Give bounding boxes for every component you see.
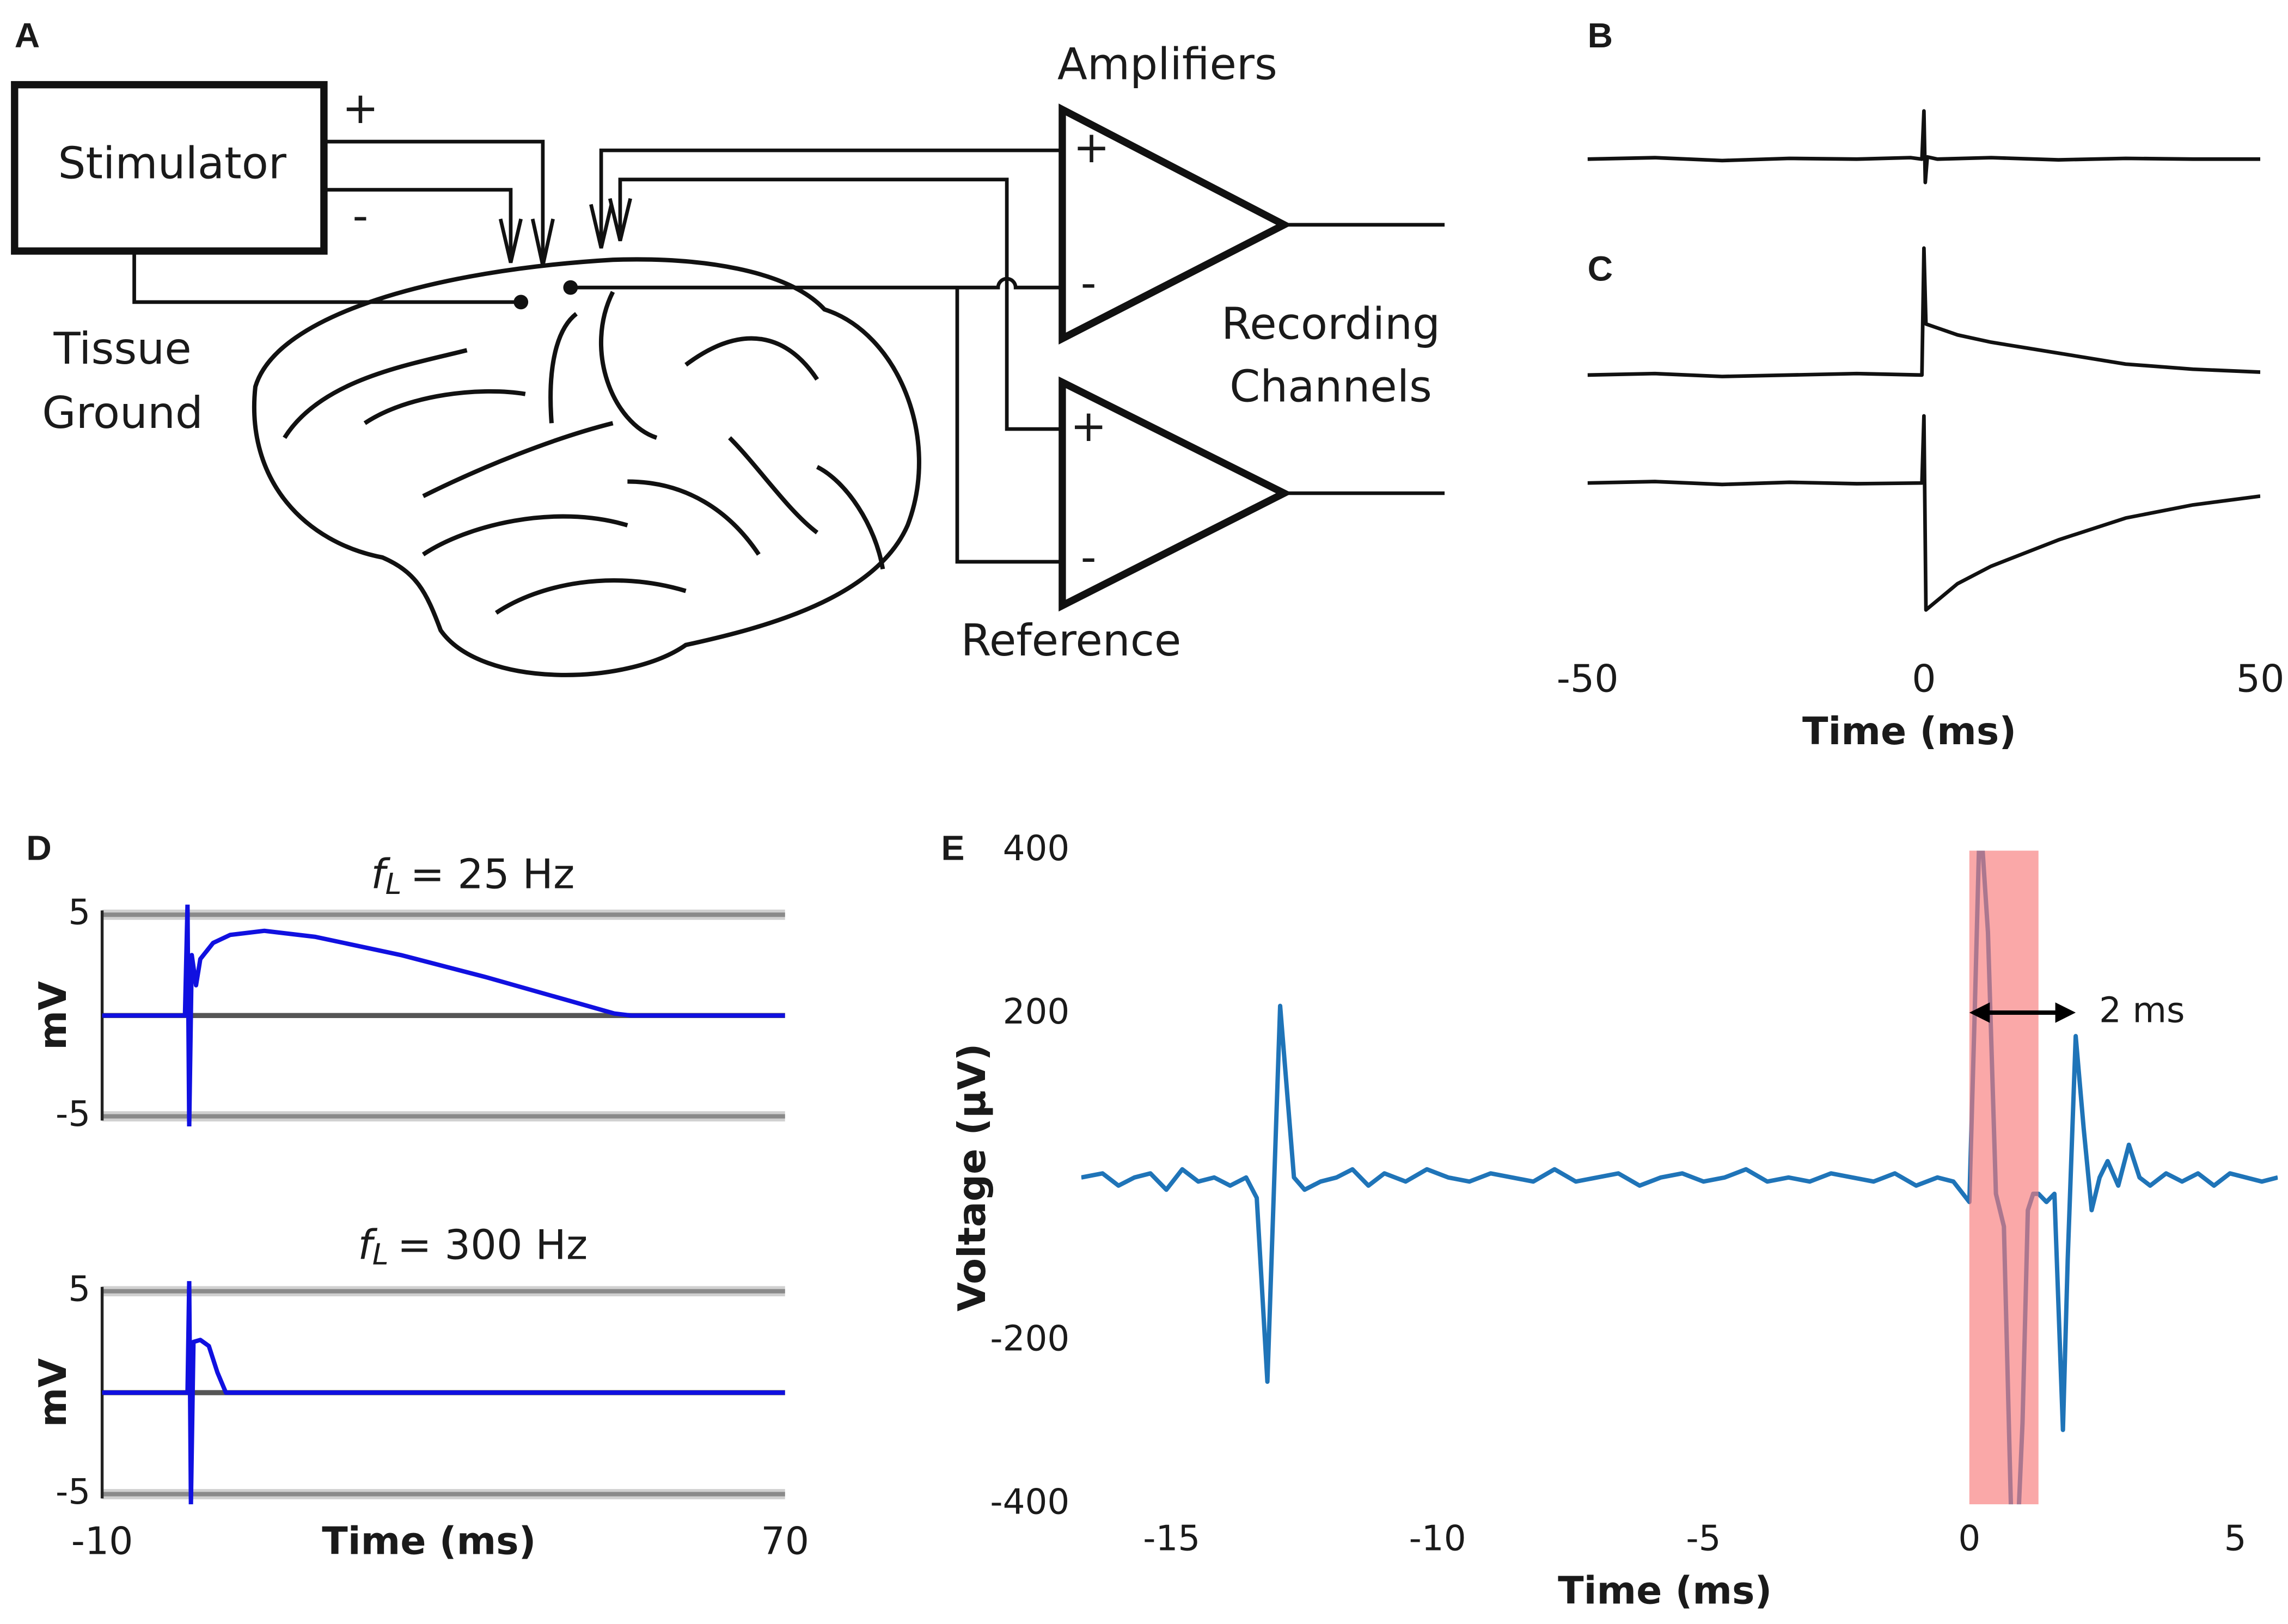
title-subscript: L bbox=[372, 1237, 389, 1271]
y-tick-label: 5 bbox=[68, 1268, 90, 1309]
wire bbox=[618, 177, 1062, 431]
x-tick-label: -5 bbox=[1686, 1518, 1721, 1559]
arrow-head bbox=[1969, 1002, 1990, 1023]
amplifier bbox=[1059, 103, 1292, 345]
x-tick-label: 5 bbox=[2224, 1518, 2247, 1559]
polarity-label: - bbox=[1081, 257, 1097, 308]
arrow-head bbox=[2055, 1002, 2076, 1023]
x-tick-label: -10 bbox=[71, 1519, 133, 1563]
tissue-ground-label: Ground bbox=[42, 387, 203, 438]
y-tick-label: 5 bbox=[68, 892, 90, 933]
wire bbox=[955, 287, 1062, 564]
polarity-label: - bbox=[352, 190, 368, 241]
trace bbox=[1081, 850, 2278, 1505]
panel-label: D bbox=[26, 829, 51, 868]
stimulator-label: Stimulator bbox=[58, 138, 287, 189]
plot bbox=[1587, 109, 2261, 185]
x-tick-label: 50 bbox=[2236, 657, 2285, 701]
electrode bbox=[563, 280, 578, 295]
polarity-label: + bbox=[342, 82, 378, 133]
x-tick-label: 70 bbox=[761, 1519, 809, 1563]
brain-sulci bbox=[283, 291, 885, 615]
recording-channels-label: Channels bbox=[1229, 361, 1432, 412]
plot: -50 0 50 Time (ms) bbox=[1557, 246, 2285, 753]
x-axis-label: Time (ms) bbox=[1558, 1569, 1772, 1613]
y-tick-label: -5 bbox=[56, 1472, 90, 1512]
polarity-label: - bbox=[1081, 531, 1097, 583]
arrow bbox=[589, 204, 614, 249]
y-tick-label: -400 bbox=[990, 1482, 1069, 1523]
panel-label: E bbox=[941, 829, 965, 868]
y-tick-label: -5 bbox=[56, 1094, 90, 1135]
amplifiers-label: Amplifiers bbox=[1057, 38, 1277, 89]
panel-a-diagram bbox=[11, 81, 1445, 677]
y-axis-label: mV bbox=[31, 981, 75, 1050]
plot: -5 5 -10 70 Time (ms) mV fL = 300 Hz bbox=[31, 1221, 809, 1564]
annotation: 2 ms bbox=[2099, 990, 2185, 1031]
y-tick-label: -200 bbox=[990, 1319, 1069, 1359]
trace bbox=[1587, 246, 2261, 378]
y-tick-label: 200 bbox=[1003, 991, 1070, 1032]
trace bbox=[1587, 109, 2261, 185]
panel-label: C bbox=[1588, 249, 1613, 289]
x-tick-label: -10 bbox=[1409, 1518, 1466, 1559]
electrode bbox=[513, 295, 529, 310]
reference-label: Reference bbox=[961, 615, 1182, 666]
wire bbox=[323, 188, 513, 263]
title-subscript: L bbox=[386, 866, 402, 900]
x-tick-label: 0 bbox=[1958, 1518, 1980, 1559]
brain-outline bbox=[252, 257, 921, 677]
title-text: = 25 Hz bbox=[411, 850, 575, 898]
trace bbox=[102, 1281, 785, 1505]
polarity-label: + bbox=[1073, 121, 1110, 173]
x-tick-label: -15 bbox=[1143, 1518, 1200, 1559]
wire bbox=[323, 139, 545, 266]
wire bbox=[132, 251, 521, 304]
trace bbox=[102, 904, 785, 1127]
tissue-ground-label: Tissue bbox=[53, 323, 192, 374]
title-text: = 300 Hz bbox=[397, 1221, 588, 1268]
x-axis-label: Time (ms) bbox=[1802, 709, 2016, 753]
y-tick-label: 400 bbox=[1003, 828, 1070, 869]
x-tick-label: -50 bbox=[1557, 657, 1619, 701]
plot-title: fL = 25 Hz bbox=[371, 850, 574, 900]
x-tick-label: 0 bbox=[1912, 657, 1936, 701]
polarity-label: + bbox=[1070, 400, 1106, 451]
recording-channels-label: Recording bbox=[1221, 298, 1440, 349]
plot: 2 ms -400 -200 200 400 -15 -10 -5 0 5 Time (ms) Vol… bbox=[950, 828, 2278, 1613]
y-axis-label: Voltage (µV) bbox=[950, 1044, 994, 1312]
panel-label: B bbox=[1588, 16, 1613, 55]
y-axis-label: mV bbox=[31, 1358, 75, 1427]
panel-label: A bbox=[15, 16, 40, 55]
amplifier bbox=[1059, 376, 1293, 612]
arrow bbox=[608, 198, 632, 242]
stimulator-box bbox=[11, 81, 328, 255]
plot-title: fL = 300 Hz bbox=[358, 1221, 588, 1271]
wire bbox=[570, 277, 1062, 290]
x-axis-label: Time (ms) bbox=[322, 1519, 536, 1563]
wire bbox=[599, 148, 1062, 248]
trace bbox=[1587, 414, 2261, 612]
arrow bbox=[498, 218, 523, 263]
shaded-span bbox=[1969, 850, 2039, 1505]
